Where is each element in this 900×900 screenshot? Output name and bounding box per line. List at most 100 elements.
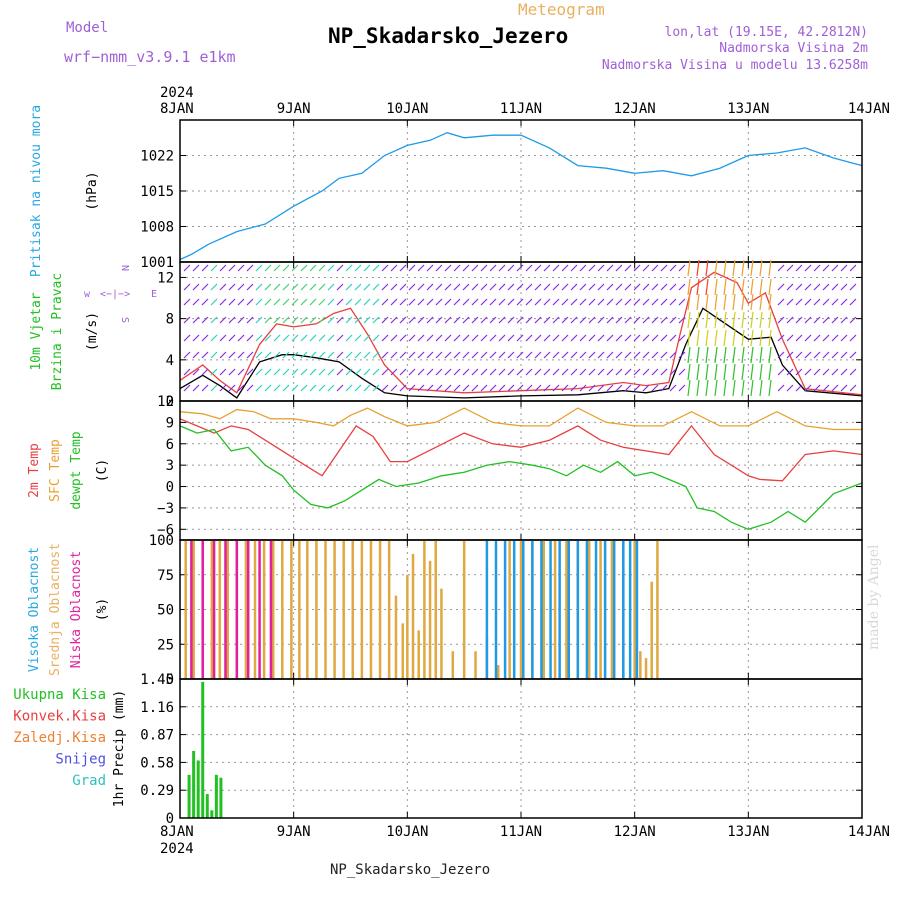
wind-barb xyxy=(219,368,227,376)
bar xyxy=(271,540,275,679)
y-tick-label: 6 xyxy=(166,437,174,453)
wind-barb xyxy=(849,368,857,376)
bar xyxy=(542,540,545,679)
wind-barb xyxy=(687,259,691,277)
station-elevation: Nadmorska Visina 2m xyxy=(719,41,868,56)
wind-barb xyxy=(309,334,317,342)
bar xyxy=(205,794,209,818)
y-tick-label: 50 xyxy=(157,603,174,619)
wind-barb xyxy=(426,334,434,342)
wind-barb xyxy=(237,298,245,306)
wind-barb xyxy=(363,298,371,306)
wind-barb xyxy=(399,334,407,342)
y-tick-label: −6 xyxy=(157,522,174,538)
wind-barb xyxy=(327,264,335,272)
wind-barb xyxy=(417,283,425,291)
wind-barb xyxy=(372,316,380,324)
wind-barb xyxy=(840,264,848,272)
wind-barb xyxy=(642,384,650,392)
y-tick-label: 0 xyxy=(166,480,174,496)
y-tick-label: 0.87 xyxy=(140,728,174,744)
wind-barb xyxy=(840,316,848,324)
bar xyxy=(210,810,214,818)
wind-barb xyxy=(363,264,371,272)
wind-barb xyxy=(354,316,362,324)
wind-barb xyxy=(183,351,191,359)
bar xyxy=(218,540,222,679)
wind-barb xyxy=(507,316,515,324)
wind-barb xyxy=(687,363,691,381)
wind-barb xyxy=(831,384,839,392)
wind-barb xyxy=(255,368,263,376)
y-tick-label: 1001 xyxy=(140,255,174,271)
bar xyxy=(519,540,523,679)
wind-barb xyxy=(714,379,718,397)
wind-barb xyxy=(795,283,803,291)
bar xyxy=(360,540,364,679)
wind-barb xyxy=(795,316,803,324)
wind-barb xyxy=(210,351,218,359)
wind-barb xyxy=(786,384,794,392)
wind-barb xyxy=(489,334,497,342)
wind-barb xyxy=(777,298,785,306)
wind-barb xyxy=(408,283,416,291)
wind-barb xyxy=(264,316,272,324)
wind-barb xyxy=(444,384,452,392)
wind-barb xyxy=(237,316,245,324)
bar xyxy=(622,540,625,679)
wind-barb xyxy=(309,264,317,272)
wind-barb xyxy=(345,351,353,359)
wind-barb xyxy=(273,316,281,324)
y-tick-label: 0 xyxy=(166,394,174,410)
panel-5: 0 0.29 0.58 0.87 1.16 1.45 1hr Precip (mm) Ukup… xyxy=(13,672,863,827)
wind-barb xyxy=(291,298,299,306)
wind-barb xyxy=(561,368,569,376)
y-tick-label: 1008 xyxy=(140,220,174,236)
wind-barb xyxy=(786,264,794,272)
bar xyxy=(315,540,318,679)
bar xyxy=(219,777,223,818)
wind-barb xyxy=(354,351,362,359)
wind-barb xyxy=(282,283,290,291)
bar xyxy=(594,540,598,679)
wind-barb xyxy=(534,316,542,324)
wind-barb xyxy=(831,351,839,359)
wind-barb xyxy=(732,379,736,397)
x-tick-label-bottom: 11JAN xyxy=(500,824,542,840)
wind-barb xyxy=(822,283,830,291)
wind-barb xyxy=(543,351,551,359)
wind-barb xyxy=(237,351,245,359)
wind-barb xyxy=(660,334,668,342)
wind-barb xyxy=(840,351,848,359)
wind-barb xyxy=(795,368,803,376)
wind-barb xyxy=(210,316,218,324)
wind-barb xyxy=(273,334,281,342)
wind-barb xyxy=(264,351,272,359)
wind-barb xyxy=(561,283,569,291)
wind-barb xyxy=(417,298,425,306)
bar xyxy=(599,540,602,679)
wind-barb xyxy=(669,368,677,376)
wind-barb xyxy=(831,368,839,376)
wind-barb xyxy=(534,384,542,392)
x-tick-label-bottom: 10JAN xyxy=(386,824,428,840)
wind-barb xyxy=(201,264,209,272)
wind-barb xyxy=(345,298,353,306)
wind-barb xyxy=(210,368,218,376)
bar xyxy=(451,651,455,679)
bar xyxy=(244,540,248,679)
wind-barb xyxy=(633,283,641,291)
wind-barb xyxy=(570,283,578,291)
wind-barb xyxy=(462,368,470,376)
wind-barb xyxy=(759,379,763,397)
wind-barb xyxy=(696,278,700,296)
wind-barb xyxy=(579,384,587,392)
wind-barb xyxy=(426,298,434,306)
wind-barb xyxy=(732,278,736,296)
wind-barb xyxy=(309,351,317,359)
wind-barb xyxy=(786,316,794,324)
wind-barb xyxy=(507,298,515,306)
wind-barb xyxy=(363,351,371,359)
wind-barb xyxy=(372,264,380,272)
